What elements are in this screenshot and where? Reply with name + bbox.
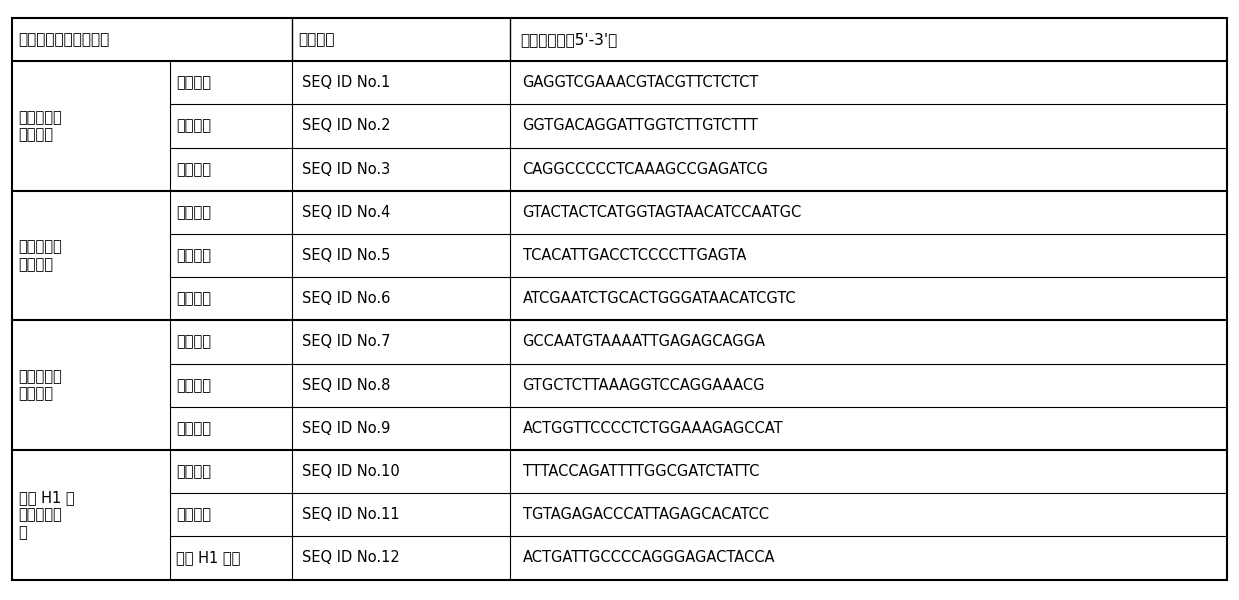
Text: 甲流引物对
及其探针: 甲流引物对 及其探针 <box>19 110 62 142</box>
Text: GAGGTCGAAACGTACGTTCTCTCT: GAGGTCGAAACGTACGTTCTCTCT <box>523 75 760 90</box>
Text: 甲型 H1 引
物对及其探
针: 甲型 H1 引 物对及其探 针 <box>19 490 74 539</box>
Text: SEQ ID No.1: SEQ ID No.1 <box>301 75 390 90</box>
Text: 反向引物: 反向引物 <box>176 507 212 522</box>
Text: SEQ ID No.5: SEQ ID No.5 <box>301 248 390 263</box>
Text: ACTGGTTCCCCTCTGGAAAGAGCCAT: ACTGGTTCCCCTCTGGAAAGAGCCAT <box>523 421 783 436</box>
Text: SEQ ID No.2: SEQ ID No.2 <box>301 118 390 133</box>
Text: 甲型 H1 探针: 甲型 H1 探针 <box>176 550 240 565</box>
Text: SEQ ID No.8: SEQ ID No.8 <box>301 377 390 392</box>
Text: 乙流引物对
及其探针: 乙流引物对 及其探针 <box>19 239 62 272</box>
Text: SEQ ID No.10: SEQ ID No.10 <box>301 464 399 479</box>
Text: 正向引物: 正向引物 <box>176 75 212 90</box>
Text: SEQ ID No.12: SEQ ID No.12 <box>301 550 399 565</box>
Text: TGTAGAGACCCATTAGAGCACATCC: TGTAGAGACCCATTAGAGCACATCC <box>523 507 768 522</box>
Text: SEQ ID No.11: SEQ ID No.11 <box>301 507 399 522</box>
Text: ACTGATTGCCCCAGGGAGACTACCA: ACTGATTGCCCCAGGGAGACTACCA <box>523 550 776 565</box>
Text: SEQ ID No.6: SEQ ID No.6 <box>301 291 390 306</box>
Text: 乙流探针: 乙流探针 <box>176 291 212 306</box>
Text: GGTGACAGGATTGGTCTTGTCTTT: GGTGACAGGATTGGTCTTGTCTTT <box>523 118 758 133</box>
Text: TTTACCAGATTTTGGCGATCTATTC: TTTACCAGATTTTGGCGATCTATTC <box>523 464 760 479</box>
Text: GCCAATGTAAAATTGAGAGCAGGA: GCCAATGTAAAATTGAGAGCAGGA <box>523 334 766 349</box>
Text: 甲流探针: 甲流探针 <box>176 161 212 176</box>
Text: 检测引物对及对应探针: 检测引物对及对应探针 <box>19 32 110 47</box>
Text: ATCGAATCTGCACTGGGATAACATCGTC: ATCGAATCTGCACTGGGATAACATCGTC <box>523 291 797 306</box>
Text: SEQ ID No.7: SEQ ID No.7 <box>301 334 390 349</box>
Text: SEQ ID No.4: SEQ ID No.4 <box>301 205 390 220</box>
Text: GTGCTCTTAAAGGTCCAGGAAACG: GTGCTCTTAAAGGTCCAGGAAACG <box>523 377 766 392</box>
Text: TCACATTGACCTCCCCTTGAGTA: TCACATTGACCTCCCCTTGAGTA <box>523 248 746 263</box>
Text: 正向引物: 正向引物 <box>176 334 212 349</box>
Text: 反向引物: 反向引物 <box>176 118 212 133</box>
Text: 核苷酸序列（5'-3'）: 核苷酸序列（5'-3'） <box>520 32 617 47</box>
Text: 丙流探针: 丙流探针 <box>176 421 212 436</box>
Text: 反向引物: 反向引物 <box>176 377 212 392</box>
Text: 正向引物: 正向引物 <box>176 464 212 479</box>
Text: SEQ ID No.3: SEQ ID No.3 <box>301 161 390 176</box>
Text: 反向引物: 反向引物 <box>176 248 212 263</box>
Text: 丙流引物对
及其探针: 丙流引物对 及其探针 <box>19 369 62 401</box>
Text: GTACTACTCATGGTAGTAACATCCAATGC: GTACTACTCATGGTAGTAACATCCAATGC <box>523 205 802 220</box>
Text: CAGGCCCCCTCAAAGCCGAGATCG: CAGGCCCCCTCAAAGCCGAGATCG <box>523 161 768 176</box>
Text: SEQ ID No.9: SEQ ID No.9 <box>301 421 390 436</box>
Text: 序列编号: 序列编号 <box>297 32 335 47</box>
Text: 正向引物: 正向引物 <box>176 205 212 220</box>
